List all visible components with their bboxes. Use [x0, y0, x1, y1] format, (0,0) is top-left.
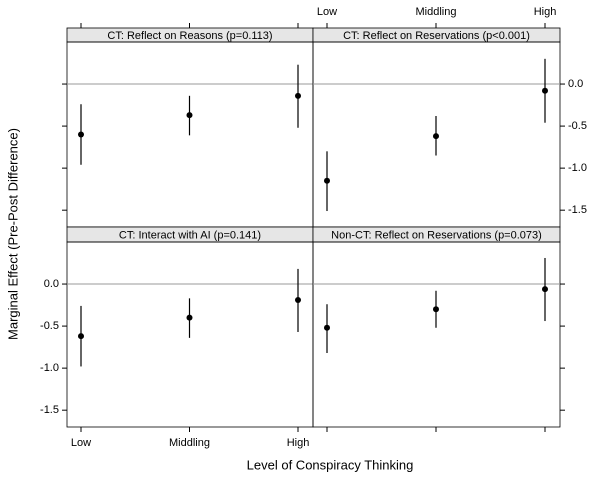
point — [542, 87, 548, 94]
x-tick-label: Low — [317, 6, 337, 18]
panel-title: Non-CT: Reflect on Reservations (p=0.073… — [331, 229, 542, 241]
point — [186, 314, 193, 321]
point — [295, 297, 301, 304]
x-tick-label: Middling — [416, 6, 457, 18]
y-tick-label: 0.0 — [568, 78, 583, 90]
y-tick-label: -1.0 — [568, 162, 587, 174]
x-tick-label: Low — [71, 437, 91, 449]
y-tick-label: -0.5 — [568, 120, 587, 132]
panel-title: CT: Reflect on Reservations (p<0.001) — [343, 30, 530, 42]
x-tick-label: High — [287, 437, 310, 449]
y-axis-label: Marginal Effect (Pre-Post Difference) — [5, 128, 20, 340]
y-tick-label: -0.5 — [40, 320, 59, 332]
y-tick-label: -1.5 — [40, 404, 59, 416]
panel-frame — [312, 241, 561, 428]
x-axis-label: Level of Conspiracy Thinking — [247, 457, 414, 472]
y-tick-label: 0.0 — [44, 278, 59, 290]
point — [433, 133, 439, 140]
panel-title: CT: Reflect on Reasons (p=0.113) — [107, 30, 272, 42]
point — [433, 306, 439, 313]
point — [186, 112, 193, 119]
point — [78, 333, 84, 340]
point — [324, 324, 330, 331]
point — [78, 131, 84, 138]
y-tick-label: -1.0 — [40, 362, 59, 374]
x-tick-label: Middling — [169, 437, 210, 449]
x-tick-label: High — [534, 6, 557, 18]
point — [295, 92, 301, 99]
panel-title: CT: Interact with AI (p=0.141) — [119, 229, 261, 241]
point — [324, 177, 330, 184]
point — [542, 286, 548, 293]
y-tick-label: -1.5 — [568, 204, 587, 216]
